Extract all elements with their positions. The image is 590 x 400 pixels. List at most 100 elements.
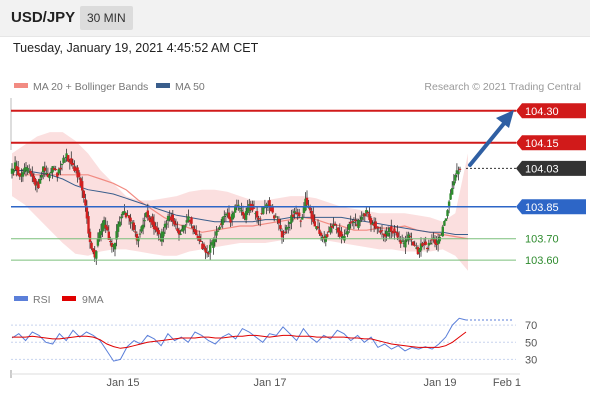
candle: [116, 221, 120, 238]
candle: [407, 231, 410, 245]
candle: [166, 213, 170, 228]
x-axis: Jan 15 Jan 17 Jan 19 Feb 1: [106, 377, 521, 389]
candle: [349, 215, 352, 229]
candle: [87, 211, 90, 238]
candle: [115, 224, 118, 247]
candle: [204, 246, 207, 260]
timestamp: Tuesday, January 19, 2021 4:45:52 AM CET: [13, 41, 259, 55]
candle: [365, 206, 368, 217]
rsi-tick-label: 70: [525, 320, 537, 332]
ma20-legend-swatch: [14, 83, 28, 88]
rsi-line: [11, 317, 467, 362]
candle: [235, 199, 238, 211]
candle: [171, 210, 174, 227]
timeframe-button[interactable]: 30 MIN: [80, 6, 133, 30]
candle: [195, 225, 198, 236]
candle: [416, 245, 420, 255]
candle: [113, 242, 117, 257]
candle: [254, 211, 257, 220]
candle: [243, 213, 246, 221]
candle: [174, 218, 178, 230]
candle: [124, 212, 128, 219]
candle: [304, 192, 307, 212]
price-level-support: 103.60: [11, 255, 559, 267]
candle: [54, 165, 57, 171]
candle: [374, 217, 377, 230]
candle: [371, 220, 374, 226]
candle: [121, 211, 124, 218]
rsi-ma-legend-label: 9MA: [82, 294, 104, 306]
bollinger-band-area: [12, 132, 468, 271]
candle: [388, 226, 391, 239]
candle: [199, 233, 203, 242]
candle: [57, 167, 60, 176]
candle: [240, 202, 243, 216]
candle: [390, 219, 393, 239]
candle: [205, 245, 209, 258]
candle: [185, 214, 188, 226]
candle: [102, 216, 106, 232]
candle: [21, 169, 25, 182]
candle: [190, 216, 193, 229]
price-level-label: 104.30: [525, 106, 559, 118]
candle: [191, 225, 195, 235]
candle: [201, 241, 204, 250]
candle: [351, 219, 354, 227]
candle: [335, 224, 338, 234]
candle: [51, 166, 54, 179]
candle: [382, 233, 385, 242]
candle: [422, 237, 426, 250]
candle: [62, 155, 65, 164]
candle: [188, 219, 192, 226]
candle: [138, 229, 142, 238]
candle: [162, 227, 165, 243]
candle: [394, 230, 398, 236]
candle: [451, 181, 454, 195]
candle: [269, 204, 273, 212]
candle: [444, 218, 448, 222]
candle: [127, 215, 131, 225]
rsi-legend-swatch: [14, 296, 28, 301]
candle: [38, 174, 42, 184]
price-level-label: 103.85: [525, 202, 559, 214]
candle: [318, 222, 321, 236]
candle: [232, 211, 235, 220]
candle: [49, 167, 53, 175]
candle: [369, 216, 373, 232]
candle: [90, 241, 93, 251]
candle: [287, 220, 290, 234]
candle: [296, 208, 299, 220]
candle: [48, 172, 51, 182]
symbol-title: USD/JPY: [11, 9, 76, 26]
bollinger-band: [12, 132, 468, 271]
candle: [104, 217, 107, 233]
candle: [170, 212, 173, 222]
candle: [10, 163, 14, 179]
candle: [106, 220, 109, 232]
candle: [441, 224, 444, 237]
candle: [391, 230, 395, 237]
candle: [312, 207, 315, 224]
candle: [77, 170, 81, 180]
candle: [458, 166, 462, 173]
candle: [376, 226, 379, 234]
price-level-resistance: 104.15: [11, 135, 586, 151]
candle: [413, 240, 416, 247]
candle: [346, 224, 349, 238]
forecast-arrow-head: [496, 110, 514, 128]
candle: [13, 156, 17, 172]
candle: [419, 237, 423, 257]
price-level-resistance: 104.30: [11, 103, 586, 119]
candle: [230, 210, 234, 226]
candle: [259, 216, 262, 227]
candle: [218, 225, 221, 231]
candle: [73, 160, 76, 173]
header-bar: USD/JPY 30 MIN: [0, 0, 590, 37]
candle: [446, 209, 449, 219]
candle: [176, 221, 179, 233]
candle: [260, 207, 263, 215]
candle: [193, 225, 196, 234]
candle: [368, 206, 371, 223]
candle: [310, 207, 313, 225]
